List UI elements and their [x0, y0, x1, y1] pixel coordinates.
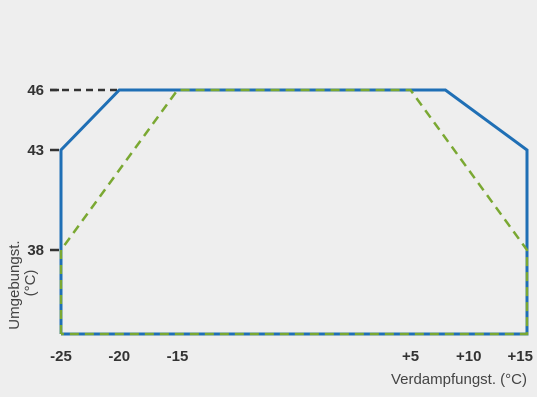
x-tick-label-plus10: +10	[456, 348, 481, 365]
x-tick-label-minus20: -20	[108, 348, 130, 365]
y-axis-title-line-1: Umgebungst.	[6, 240, 23, 329]
y-tick-label-43: 43	[27, 142, 44, 159]
y-tick-label-38: 38	[27, 242, 44, 259]
series-line-2-dashed	[59, 88, 529, 336]
y-axis-title-line-2: (°C)	[22, 270, 39, 297]
x-tick-layer: -25 -20 -15 +5 +10 +15	[50, 348, 533, 365]
x-tick-label-plus15: +15	[508, 348, 533, 365]
y-tick-label-46: 46	[27, 82, 44, 99]
y-axis-title: Umgebungst. (°C)	[6, 236, 39, 329]
y-tick-layer: 46 43 38	[27, 82, 59, 259]
x-tick-label-minus15: -15	[167, 348, 189, 365]
series-line-1-solid	[59, 88, 529, 336]
series-layer	[59, 88, 529, 336]
x-tick-label-minus25: -25	[50, 348, 72, 365]
x-tick-label-plus5: +5	[402, 348, 419, 365]
x-axis-title: Verdampfungst. (°C)	[391, 371, 527, 388]
